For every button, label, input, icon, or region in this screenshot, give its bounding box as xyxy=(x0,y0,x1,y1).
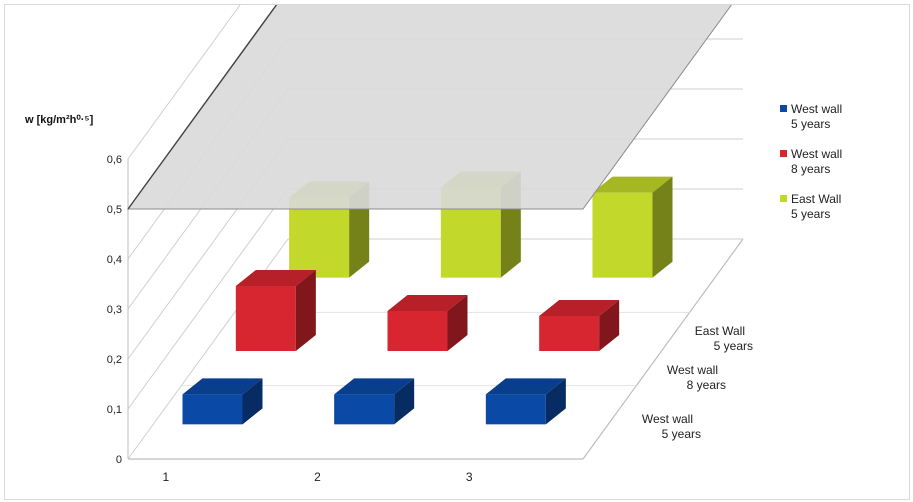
bar-top xyxy=(539,300,620,316)
y-tick-label: 0,4 xyxy=(107,254,122,266)
bar xyxy=(235,270,316,351)
bar-front xyxy=(592,192,653,278)
bar xyxy=(334,378,415,425)
bar-side xyxy=(599,300,620,351)
legend-label: East Wall 5 years xyxy=(791,192,841,221)
bar-top xyxy=(485,378,566,395)
gridline-side xyxy=(127,5,241,160)
legend-swatch xyxy=(780,105,787,112)
bar-front xyxy=(485,394,546,425)
y-tick-label: 0,1 xyxy=(107,404,122,416)
y-tick-label: 0,5 xyxy=(107,204,122,216)
bar-front xyxy=(182,394,243,425)
depth-axis-label: East Wall 5 years xyxy=(695,324,753,353)
depth-axis-label-line: 5 years xyxy=(662,427,701,441)
x-tick-label: 3 xyxy=(466,470,473,484)
depth-axis-label-line: 8 years xyxy=(687,378,726,392)
legend-swatch xyxy=(780,195,787,202)
legend-label-line: 8 years xyxy=(791,162,830,176)
bar-side xyxy=(652,176,673,278)
legend-swatch xyxy=(780,150,787,157)
y-tick-label: 0,2 xyxy=(107,354,122,366)
legend-label: West wall 8 years xyxy=(791,147,842,176)
chart: 0 0,1 0,2 0,3 0,4 0,5 0,6 1 2 3 w [kg/m²h⁰·⁵] West … xyxy=(24,5,842,484)
bar-top xyxy=(592,176,673,193)
bar-side xyxy=(447,295,468,351)
depth-axis-label-line: East Wall xyxy=(695,324,745,338)
legend-label-line: 5 years xyxy=(791,207,830,221)
legend-label-line: West wall xyxy=(791,147,842,161)
y-tick-label: 0,3 xyxy=(107,304,122,316)
bar-front xyxy=(539,316,600,351)
floor-right-edge xyxy=(582,238,744,460)
legend-label-line: West wall xyxy=(791,102,842,116)
bar-side xyxy=(545,378,566,425)
bar-side xyxy=(295,270,316,351)
depth-axis-label-line: West wall xyxy=(642,412,693,426)
bar xyxy=(592,176,673,278)
depth-axis-label-line: 5 years xyxy=(714,339,753,353)
legend-label-line: East Wall xyxy=(791,192,841,206)
bar-side xyxy=(242,378,263,425)
x-tick-label: 2 xyxy=(314,470,321,484)
bar-top xyxy=(334,378,415,395)
bar xyxy=(182,378,263,425)
gridline-side xyxy=(127,188,289,410)
legend-label: West wall 5 years xyxy=(791,102,842,131)
bar xyxy=(485,378,566,425)
bar-side xyxy=(394,378,415,425)
y-axis-label: w [kg/m²h⁰·⁵] xyxy=(24,114,94,126)
y-tick-label: 0,6 xyxy=(107,154,122,166)
bar-front xyxy=(235,286,296,351)
legend-label-line: 5 years xyxy=(791,117,830,131)
bar-front xyxy=(387,311,448,351)
value-plane-edge xyxy=(127,5,278,210)
depth-axis-label-line: West wall xyxy=(667,363,718,377)
bar xyxy=(539,300,620,351)
x-tick-label: 1 xyxy=(162,470,169,484)
chart-frame: 0 0,1 0,2 0,3 0,4 0,5 0,6 1 2 3 w [kg/m²h⁰·⁵] West … xyxy=(4,4,910,500)
bar xyxy=(387,295,468,351)
depth-axis-label: West wall 8 years xyxy=(667,363,726,392)
depth-axis-label: West wall 5 years xyxy=(642,412,701,441)
bar-front xyxy=(289,197,350,278)
bar-top xyxy=(182,378,263,395)
bar-front xyxy=(334,394,395,425)
bar-top xyxy=(387,295,468,311)
bar-top xyxy=(235,270,316,286)
y-tick-label: 0 xyxy=(116,454,122,466)
